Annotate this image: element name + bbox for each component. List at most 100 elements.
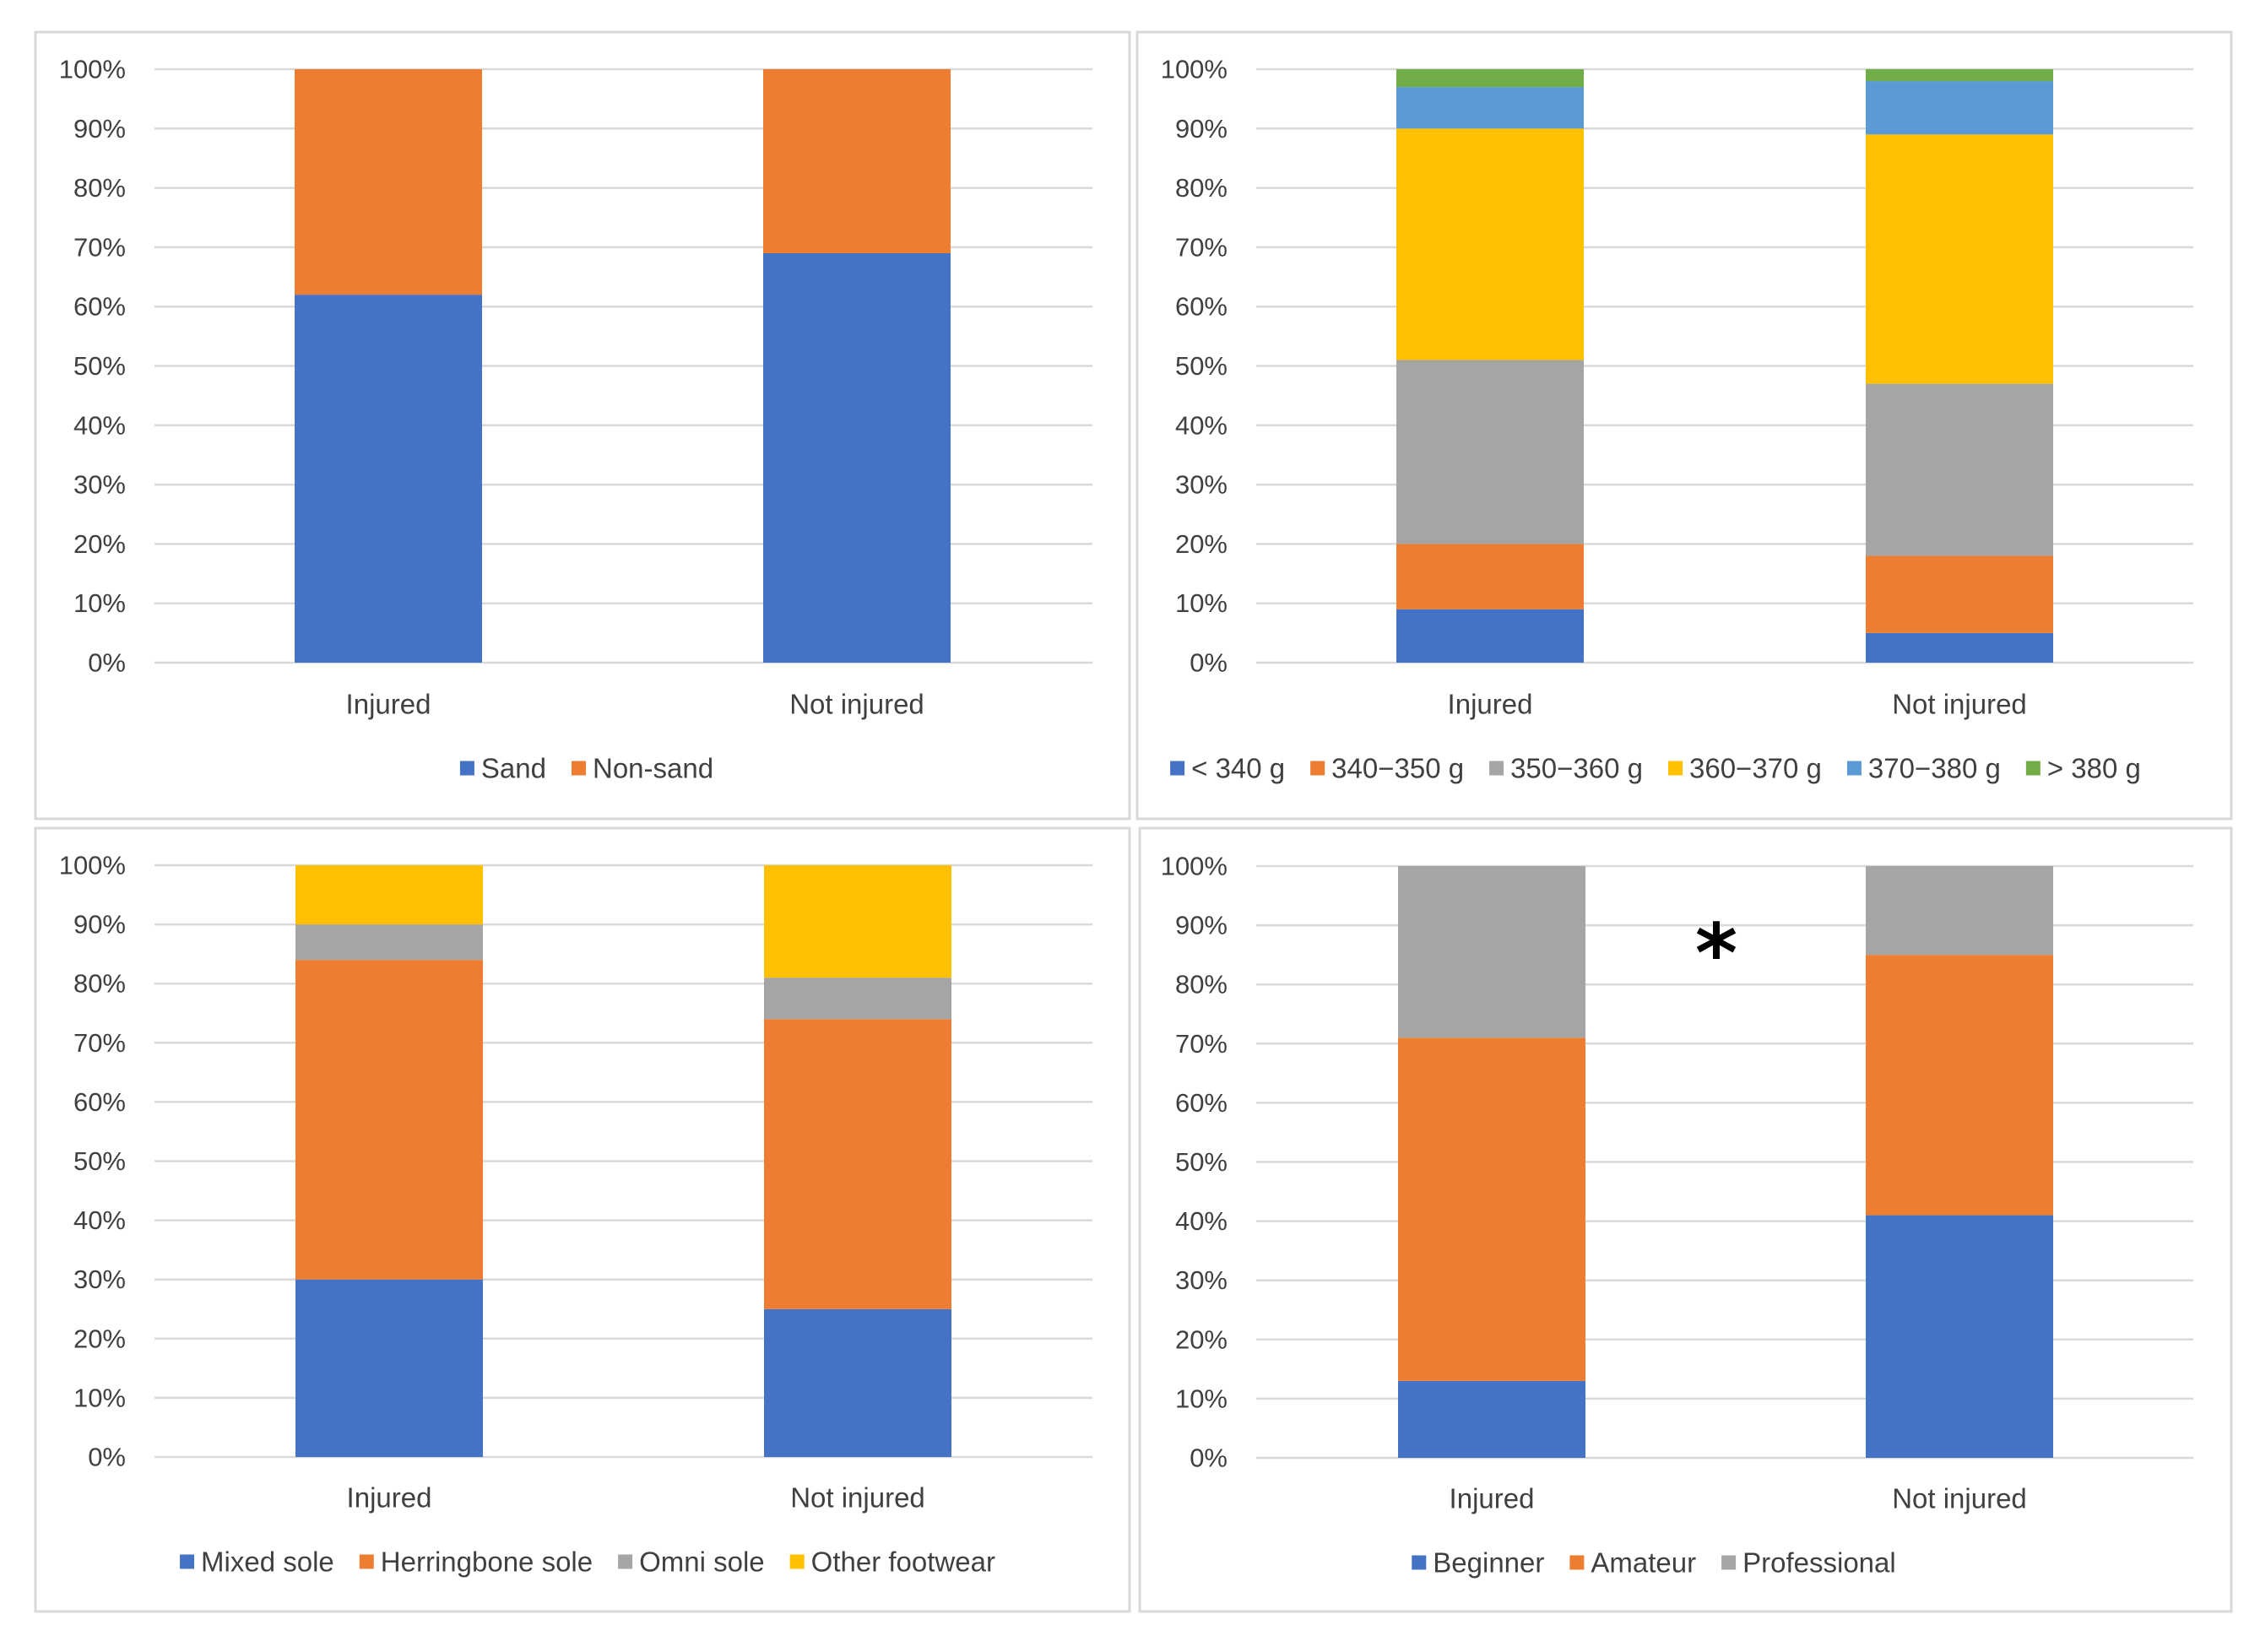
bar-segment-professional-injured [1398, 866, 1585, 1038]
y-tick-label: 20% [1175, 529, 1228, 559]
x-category-label: Not injured [1892, 689, 2027, 720]
bar-segment-professional-not-injured [1866, 866, 2053, 956]
x-category-label: Injured [346, 689, 431, 720]
y-tick-label: 80% [73, 173, 126, 203]
bar-segment-380-g-not-injured [1866, 69, 2053, 82]
legend-swatch-sand [459, 761, 474, 776]
y-tick-label: 60% [1175, 292, 1228, 322]
y-tick-label: 0% [88, 1443, 126, 1472]
y-tick-label: 20% [1175, 1324, 1228, 1354]
legend-swatch-omni-sole [618, 1554, 633, 1569]
bar-segment-other-footwear-not-injured [764, 865, 951, 978]
chart-panel-1: 0% 10% 20% 30% 40% 50% 60% 70% 80% 90% 100% Injured… [34, 30, 1131, 821]
bar-segment-380-g-injured [1396, 69, 1584, 88]
bar-segment-370-380-g-injured [1396, 87, 1584, 129]
y-tick-label: 40% [73, 410, 126, 440]
bar-segment-350-360-g-injured [1396, 360, 1584, 544]
y-tick-label: 50% [73, 351, 126, 381]
y-tick-label: 20% [73, 529, 126, 559]
x-category-label: Not injured [790, 1482, 925, 1514]
y-tick-label: 70% [73, 232, 126, 262]
bar-segment-herringbone-sole-not-injured [764, 1019, 951, 1309]
y-tick-label: 50% [73, 1146, 126, 1176]
x-category-label: Injured [347, 1482, 432, 1514]
y-tick-label: 0% [1190, 648, 1228, 678]
y-tick-label: 100% [59, 851, 126, 880]
y-tick-label: 60% [73, 292, 126, 322]
chart-frame [1138, 826, 2233, 1613]
legend-swatch-370-380-g [1846, 761, 1862, 776]
legend-label-other-footwear: Other footwear [811, 1546, 995, 1578]
y-tick-label: 40% [73, 1205, 126, 1235]
bar-segment-360-370-g-not-injured [1866, 134, 2053, 384]
bar-segment-amateur-not-injured [1866, 955, 2053, 1216]
y-tick-label: 30% [1175, 470, 1228, 500]
legend-swatch-non-sand [571, 761, 586, 776]
bar-segment-350-360-g-not-injured [1866, 383, 2053, 556]
legend-label-340-350-g: 340−350 g [1331, 753, 1464, 784]
y-tick-label: 0% [88, 648, 126, 678]
legend-label-professional: Professional [1742, 1547, 1896, 1579]
bar-segment-beginner-not-injured [1866, 1215, 2053, 1458]
y-tick-label: 70% [1175, 1029, 1228, 1059]
legend-swatch-herringbone-sole [359, 1554, 374, 1569]
y-tick-label: 90% [73, 910, 126, 940]
y-tick-label: 30% [73, 470, 126, 500]
x-category-label: Injured [1450, 1483, 1535, 1514]
legend-label-350-360-g: 350−360 g [1510, 753, 1643, 784]
legend-label-mixed-sole: Mixed sole [201, 1546, 334, 1578]
legend-label-sand: Sand [481, 753, 546, 784]
y-tick-label: 90% [1175, 911, 1228, 940]
significance-asterisk: * [1695, 907, 1737, 1001]
legend-swatch-340-g [1170, 761, 1185, 776]
y-tick-label: 60% [73, 1087, 126, 1117]
y-tick-label: 90% [73, 114, 126, 144]
legend-label-amateur: Amateur [1591, 1547, 1696, 1579]
bar-segment-370-380-g-not-injured [1866, 81, 2053, 135]
y-tick-label: 30% [1175, 1265, 1228, 1295]
y-tick-label: 70% [1175, 232, 1228, 262]
y-tick-label: 50% [1175, 351, 1228, 381]
legend-swatch-360-370-g [1668, 761, 1683, 776]
bar-segment-mixed-sole-not-injured [764, 1308, 951, 1457]
y-tick-label: 100% [1161, 852, 1228, 881]
y-tick-label: 0% [1190, 1443, 1228, 1473]
x-category-label: Not injured [789, 689, 924, 720]
legend: Sand Non-sand [459, 753, 713, 784]
legend-swatch-340-350-g [1310, 761, 1325, 776]
bar-segment-mixed-sole-injured [295, 1279, 483, 1457]
bar-segment-340-g-injured [1396, 609, 1584, 663]
bar-segment-340-350-g-injured [1396, 544, 1584, 609]
bar-segment-sand-not-injured [763, 252, 951, 663]
bar-segment-beginner-injured [1398, 1380, 1585, 1458]
legend: < 340 g 340−350 g 350−360 g 360−370 g 370−38… [1170, 753, 2141, 784]
legend-swatch-mixed-sole [180, 1554, 195, 1569]
legend-swatch-beginner [1412, 1555, 1427, 1570]
legend-swatch-professional [1721, 1555, 1737, 1570]
y-tick-label: 80% [1175, 970, 1228, 999]
bar-segment-herringbone-sole-injured [295, 960, 483, 1280]
legend-label-380-g: > 380 g [2047, 753, 2141, 784]
bar-segment-340-g-not-injured [1866, 632, 2053, 663]
legend-swatch-amateur [1569, 1555, 1585, 1570]
legend-label-360-370-g: 360−370 g [1689, 753, 1822, 784]
y-tick-label: 80% [1175, 173, 1228, 203]
y-tick-label: 20% [73, 1324, 126, 1353]
legend: Beginner Amateur Professional [1412, 1547, 1896, 1579]
legend-swatch-350-360-g [1489, 761, 1504, 776]
legend-swatch-other-footwear [789, 1554, 805, 1569]
chart-panel-3: 0% 10% 20% 30% 40% 50% 60% 70% 80% 90% 100% Injured… [34, 826, 1131, 1613]
y-tick-label: 90% [1175, 114, 1228, 144]
y-tick-label: 100% [1161, 55, 1228, 84]
y-tick-label: 80% [73, 969, 126, 999]
legend-label-herringbone-sole: Herringbone sole [381, 1546, 593, 1578]
legend-label-beginner: Beginner [1433, 1547, 1544, 1579]
x-category-label: Injured [1448, 689, 1533, 720]
y-tick-label: 30% [73, 1265, 126, 1294]
bar-segment-omni-sole-injured [295, 924, 483, 961]
bar-segment-340-350-g-not-injured [1866, 555, 2053, 633]
bar-segment-sand-injured [295, 295, 482, 663]
bar-segment-non-sand-not-injured [763, 69, 951, 253]
chart-panel-2: 0% 10% 20% 30% 40% 50% 60% 70% 80% 90% 100% Injured… [1135, 30, 2233, 821]
